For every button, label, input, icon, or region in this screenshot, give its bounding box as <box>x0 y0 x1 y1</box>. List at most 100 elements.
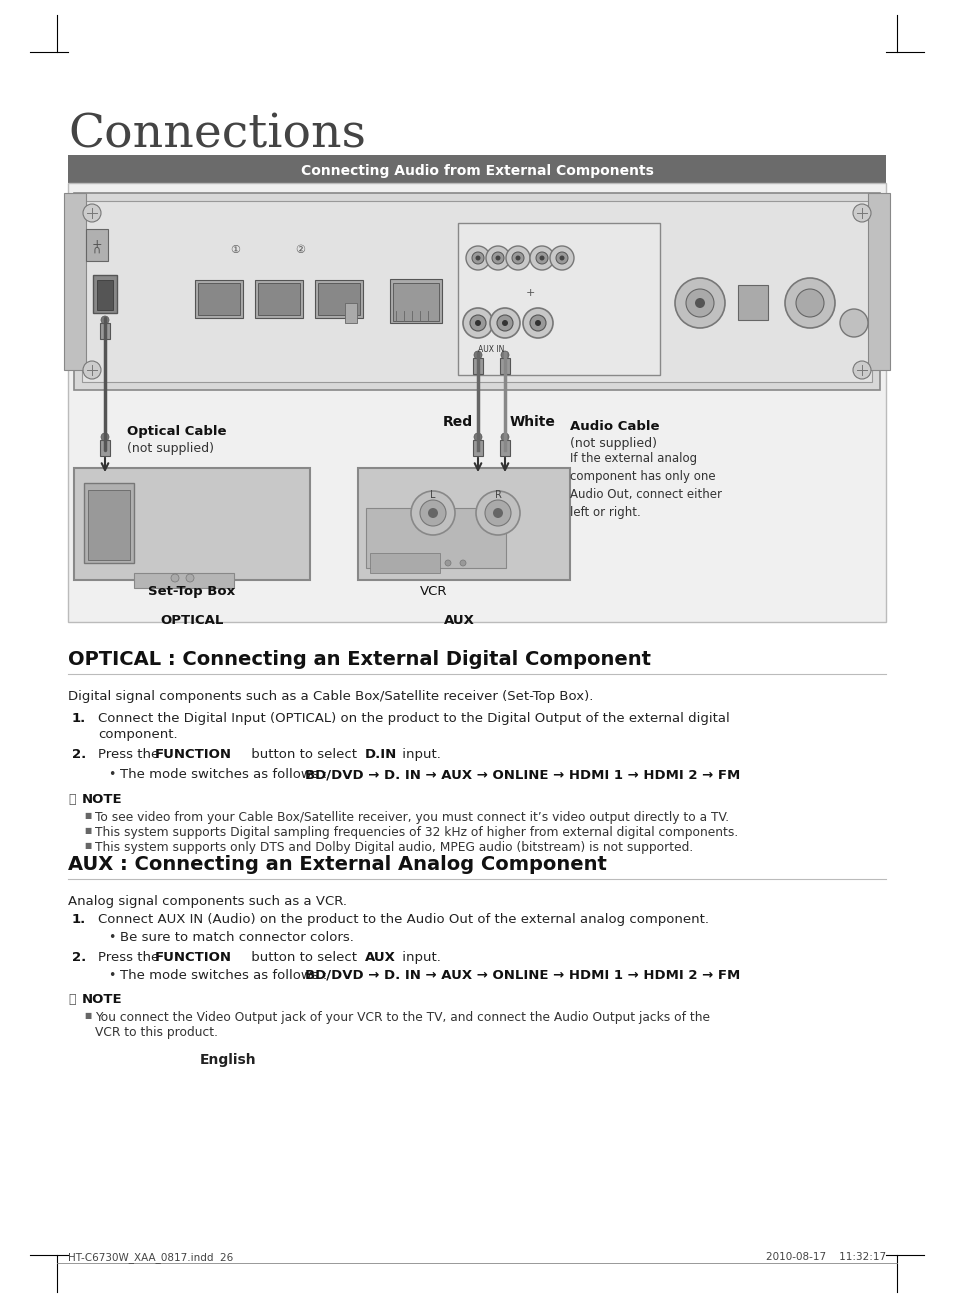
Circle shape <box>490 308 519 339</box>
Circle shape <box>444 559 451 566</box>
Text: NOTE: NOTE <box>82 993 123 1006</box>
Circle shape <box>492 252 503 264</box>
Text: input.: input. <box>397 951 440 965</box>
Circle shape <box>675 278 724 328</box>
Circle shape <box>476 491 519 535</box>
Circle shape <box>536 252 547 264</box>
Circle shape <box>462 308 493 339</box>
Text: Digital signal components such as a Cable Box/Satellite receiver (Set-Top Box).: Digital signal components such as a Cabl… <box>68 690 593 703</box>
Text: ■: ■ <box>84 840 91 850</box>
Circle shape <box>556 252 567 264</box>
Text: ∩: ∩ <box>92 244 101 255</box>
Bar <box>100 323 110 339</box>
Text: To see video from your Cable Box/Satellite receiver, you must connect it’s video: To see video from your Cable Box/Satelli… <box>95 812 728 823</box>
Circle shape <box>475 255 480 260</box>
Circle shape <box>83 204 101 222</box>
Circle shape <box>411 491 455 535</box>
Text: If the external analog
component has only one
Audio Out, connect either
left or : If the external analog component has onl… <box>569 452 721 519</box>
Bar <box>345 303 356 323</box>
Text: Connect AUX IN (Audio) on the product to the Audio Out of the external analog co: Connect AUX IN (Audio) on the product to… <box>98 914 708 925</box>
Bar <box>390 278 441 323</box>
Text: FUNCTION: FUNCTION <box>154 951 232 965</box>
Circle shape <box>495 255 500 260</box>
Text: Press the: Press the <box>98 951 163 965</box>
Text: AUX: AUX <box>443 614 474 627</box>
Text: component.: component. <box>98 728 177 741</box>
Bar <box>198 284 240 315</box>
Bar <box>314 280 363 318</box>
Text: 2.: 2. <box>71 748 86 761</box>
Circle shape <box>101 433 109 440</box>
Text: Be sure to match connector colors.: Be sure to match connector colors. <box>120 931 354 944</box>
Circle shape <box>852 361 870 379</box>
Circle shape <box>472 252 483 264</box>
Text: Analog signal components such as a VCR.: Analog signal components such as a VCR. <box>68 895 347 908</box>
Text: HT-C6730W_XAA_0817.indd  26: HT-C6730W_XAA_0817.indd 26 <box>68 1252 233 1263</box>
Circle shape <box>475 320 480 325</box>
Text: OPTICAL: OPTICAL <box>160 614 223 627</box>
Circle shape <box>535 320 540 325</box>
Circle shape <box>428 508 437 518</box>
Circle shape <box>474 352 481 359</box>
Bar <box>867 193 889 370</box>
Circle shape <box>171 574 179 582</box>
Bar <box>393 284 438 322</box>
Text: ■: ■ <box>84 1012 91 1019</box>
Circle shape <box>485 246 510 271</box>
Text: BD/DVD → D. IN → AUX → ONLINE → HDMI 1 → HDMI 2 → FM: BD/DVD → D. IN → AUX → ONLINE → HDMI 1 →… <box>305 769 740 782</box>
Bar <box>473 440 482 456</box>
Text: 1.: 1. <box>71 712 86 725</box>
Circle shape <box>515 255 520 260</box>
Bar <box>473 358 482 374</box>
Text: You connect the Video Output jack of your VCR to the TV, and connect the Audio O: You connect the Video Output jack of you… <box>95 1012 709 1023</box>
Text: (not supplied): (not supplied) <box>569 437 657 450</box>
Text: 2.: 2. <box>71 951 86 965</box>
Bar <box>92 274 117 312</box>
Text: AUX: AUX <box>365 951 395 965</box>
Circle shape <box>459 559 465 566</box>
Text: This system supports Digital sampling frequencies of 32 kHz of higher from exter: This system supports Digital sampling fr… <box>95 826 738 839</box>
Circle shape <box>474 433 481 440</box>
Circle shape <box>419 501 446 525</box>
Text: Red: Red <box>442 416 473 429</box>
Text: VCR: VCR <box>420 586 447 599</box>
Text: English: English <box>200 1053 256 1067</box>
Bar <box>738 285 767 320</box>
Bar <box>84 484 133 563</box>
Circle shape <box>795 289 823 318</box>
Text: ■: ■ <box>84 826 91 835</box>
Bar <box>86 229 108 261</box>
Circle shape <box>512 252 523 264</box>
Circle shape <box>505 246 530 271</box>
Text: R: R <box>494 490 501 501</box>
Bar <box>457 223 659 375</box>
Bar <box>370 553 439 572</box>
Text: BD/DVD → D. IN → AUX → ONLINE → HDMI 1 → HDMI 2 → FM: BD/DVD → D. IN → AUX → ONLINE → HDMI 1 →… <box>305 968 740 982</box>
Circle shape <box>493 508 502 518</box>
Circle shape <box>840 308 867 337</box>
Circle shape <box>695 298 704 308</box>
Circle shape <box>530 246 554 271</box>
Bar <box>97 280 112 310</box>
Bar <box>68 156 885 183</box>
Text: 2010-08-17    11:32:17: 2010-08-17 11:32:17 <box>765 1252 885 1263</box>
Bar <box>499 358 510 374</box>
Text: FUNCTION: FUNCTION <box>154 748 232 761</box>
Text: 📝: 📝 <box>68 793 75 806</box>
Text: The mode switches as follows :: The mode switches as follows : <box>120 968 331 982</box>
Text: •: • <box>108 968 115 982</box>
Circle shape <box>465 246 490 271</box>
Circle shape <box>501 320 507 325</box>
Bar <box>366 508 505 569</box>
Text: ②: ② <box>294 244 305 255</box>
Text: button to select: button to select <box>247 951 361 965</box>
Text: VCR to this product.: VCR to this product. <box>95 1026 218 1039</box>
Text: 📝: 📝 <box>68 993 75 1006</box>
Bar <box>100 440 110 456</box>
Circle shape <box>530 315 545 331</box>
Text: Set-Top Box: Set-Top Box <box>149 586 235 599</box>
Bar <box>194 280 243 318</box>
Text: Audio Cable: Audio Cable <box>569 420 659 433</box>
Text: (not supplied): (not supplied) <box>127 442 213 455</box>
Text: ■: ■ <box>84 812 91 819</box>
